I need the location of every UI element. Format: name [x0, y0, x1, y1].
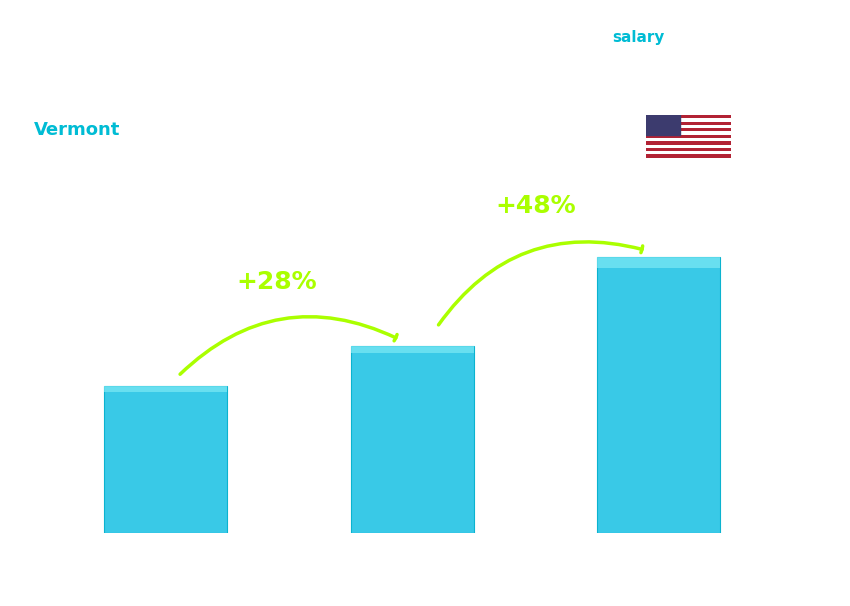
- Bar: [646, 128, 731, 132]
- Text: 149,000 USD: 149,000 USD: [319, 319, 419, 334]
- Text: +48%: +48%: [496, 194, 575, 218]
- Bar: [646, 132, 731, 135]
- Text: 220,000 USD: 220,000 USD: [671, 230, 771, 245]
- Bar: [350, 346, 474, 533]
- Bar: [104, 386, 227, 392]
- Text: explorer: explorer: [667, 30, 740, 45]
- Bar: [646, 148, 731, 151]
- Text: Average Yearly Salary: Average Yearly Salary: [809, 235, 823, 371]
- Text: Vermont: Vermont: [34, 121, 121, 139]
- Text: .com: .com: [731, 30, 768, 45]
- Bar: [646, 125, 731, 128]
- Text: Geologist: Geologist: [34, 85, 119, 103]
- Bar: [646, 138, 731, 141]
- Text: +28%: +28%: [236, 270, 317, 295]
- Bar: [597, 257, 720, 533]
- Bar: [597, 257, 720, 268]
- Bar: [646, 151, 731, 155]
- Bar: [104, 386, 227, 533]
- Text: salary: salary: [612, 30, 665, 45]
- Bar: [646, 144, 731, 148]
- Bar: [350, 346, 474, 353]
- Bar: [646, 141, 731, 144]
- Text: 117,000 USD: 117,000 USD: [72, 359, 173, 374]
- Bar: [646, 155, 731, 158]
- Bar: [646, 115, 731, 118]
- Bar: [646, 135, 731, 138]
- Bar: [646, 122, 731, 125]
- Text: Salary Comparison By Education: Salary Comparison By Education: [34, 30, 542, 58]
- Bar: [646, 118, 731, 122]
